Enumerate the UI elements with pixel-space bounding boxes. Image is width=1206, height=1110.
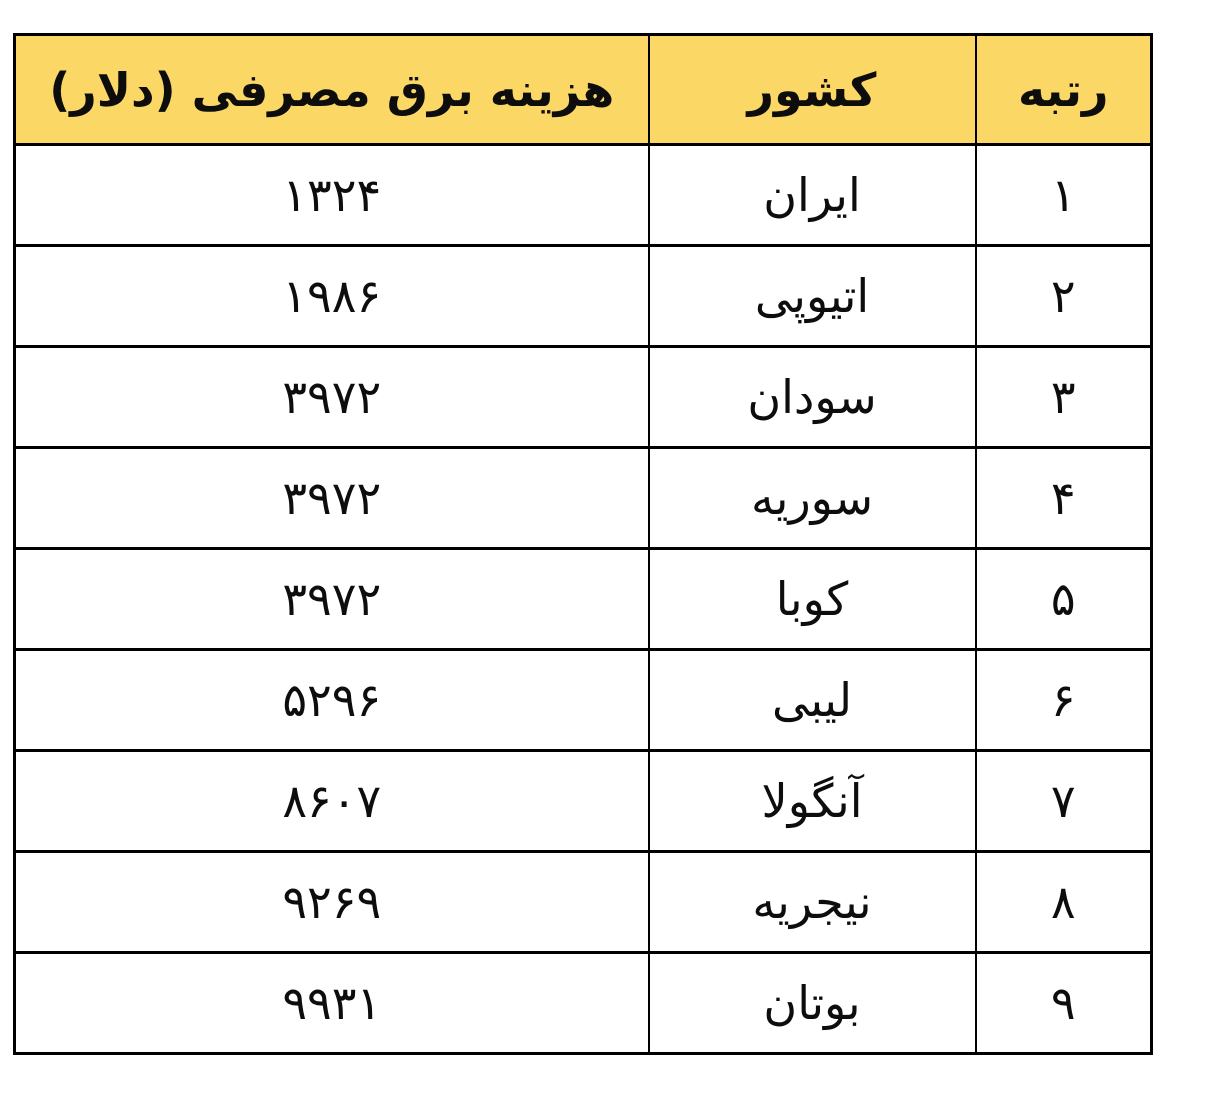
cell-rank: ۹: [974, 951, 1153, 1055]
cell-country: سودان: [647, 345, 977, 449]
cell-country: نیجریه: [647, 850, 977, 954]
cell-country: سوریه: [647, 446, 977, 550]
table-row: ۶ لیبی ۵۲۹۶: [13, 648, 1153, 752]
cell-cost: ۱۹۸۶: [13, 244, 650, 348]
ranking-table-container: رتبه کشور هزینه برق مصرفی (دلار) ۱ ایران ۱…: [13, 33, 1153, 1055]
cell-rank: ۲: [974, 244, 1153, 348]
cell-rank: ۵: [974, 547, 1153, 651]
cell-country: ایران: [647, 143, 977, 247]
table-row: ۲ اتیوپی ۱۹۸۶: [13, 244, 1153, 348]
table-row: ۳ سودان ۳۹۷۲: [13, 345, 1153, 449]
cell-rank: ۶: [974, 648, 1153, 752]
cell-rank: ۷: [974, 749, 1153, 853]
table-row: ۸ نیجریه ۹۲۶۹: [13, 850, 1153, 954]
header-cell-country: کشور: [647, 33, 977, 146]
cell-country: آنگولا: [647, 749, 977, 853]
table-row: ۴ سوریه ۳۹۷۲: [13, 446, 1153, 550]
cell-rank: ۱: [974, 143, 1153, 247]
cell-country: اتیوپی: [647, 244, 977, 348]
table-row: ۱ ایران ۱۳۲۴: [13, 143, 1153, 247]
header-cell-rank: رتبه: [974, 33, 1153, 146]
table-row: ۵ کوبا ۳۹۷۲: [13, 547, 1153, 651]
cell-cost: ۳۹۷۲: [13, 446, 650, 550]
cell-country: بوتان: [647, 951, 977, 1055]
cell-cost: ۳۹۷۲: [13, 547, 650, 651]
cell-cost: ۸۶۰۷: [13, 749, 650, 853]
cell-cost: ۱۳۲۴: [13, 143, 650, 247]
cell-rank: ۳: [974, 345, 1153, 449]
cell-rank: ۴: [974, 446, 1153, 550]
cell-cost: ۵۲۹۶: [13, 648, 650, 752]
header-cell-cost: هزینه برق مصرفی (دلار): [13, 33, 650, 146]
cell-cost: ۹۹۳۱: [13, 951, 650, 1055]
cell-country: کوبا: [647, 547, 977, 651]
table-row: ۷ آنگولا ۸۶۰۷: [13, 749, 1153, 853]
cell-cost: ۳۹۷۲: [13, 345, 650, 449]
cell-rank: ۸: [974, 850, 1153, 954]
table-row: ۹ بوتان ۹۹۳۱: [13, 951, 1153, 1055]
electricity-cost-ranking-table: رتبه کشور هزینه برق مصرفی (دلار) ۱ ایران ۱…: [13, 33, 1153, 1055]
cell-cost: ۹۲۶۹: [13, 850, 650, 954]
header-row: رتبه کشور هزینه برق مصرفی (دلار): [13, 33, 1153, 146]
cell-country: لیبی: [647, 648, 977, 752]
